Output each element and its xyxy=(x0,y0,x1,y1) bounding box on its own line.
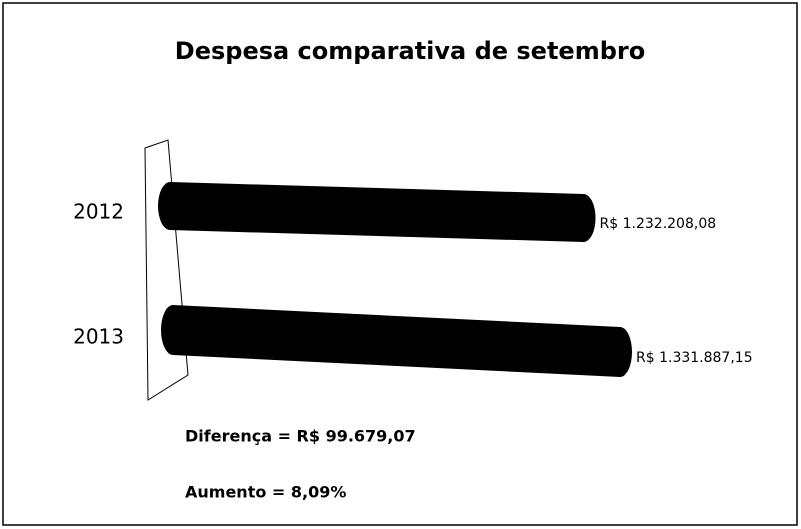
bar xyxy=(161,305,632,377)
bar xyxy=(158,182,596,243)
value-label: R$ 1.331.887,15 xyxy=(636,350,753,366)
annotation: Diferença = R$ 99.679,07 xyxy=(185,427,416,446)
category-label: 2012 xyxy=(73,200,124,224)
back-wall xyxy=(144,139,189,401)
value-label: R$ 1.232.208,08 xyxy=(600,216,717,232)
category-label: 2013 xyxy=(73,325,124,349)
annotation: Aumento = 8,09% xyxy=(185,483,346,502)
chart-title: Despesa comparativa de setembro xyxy=(175,37,645,65)
